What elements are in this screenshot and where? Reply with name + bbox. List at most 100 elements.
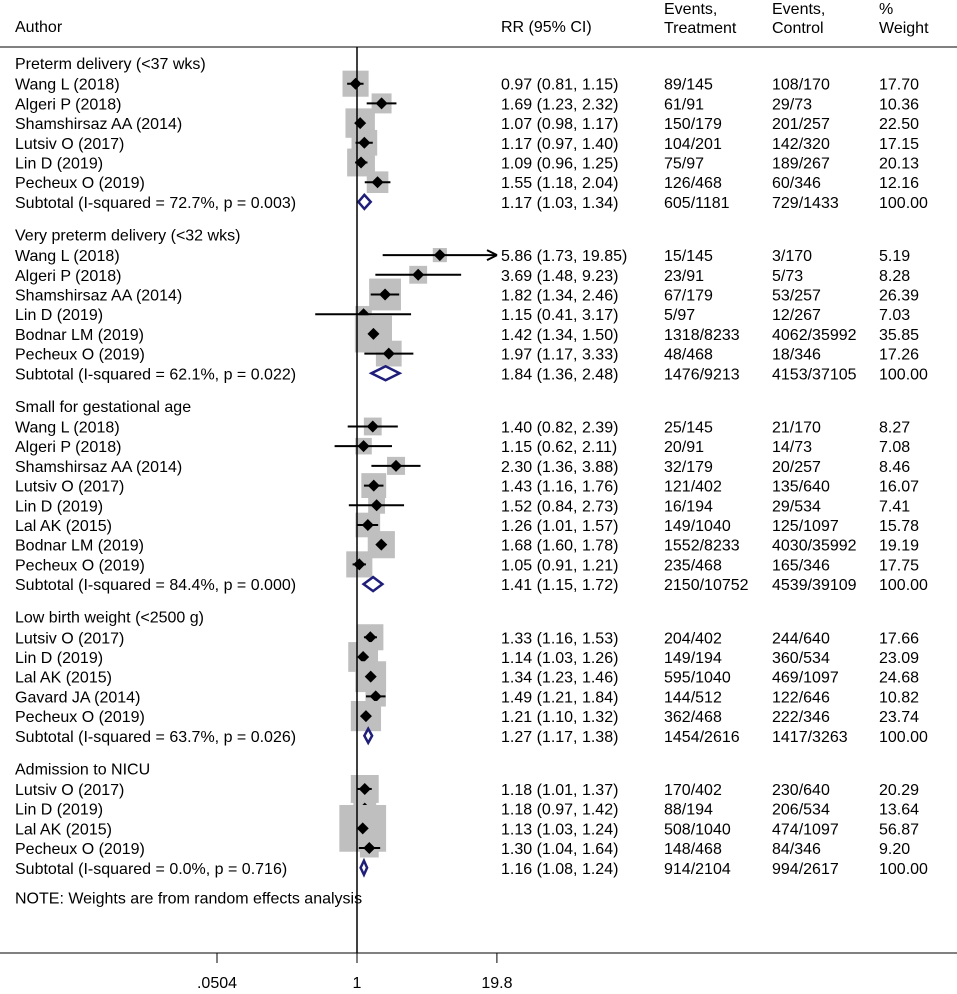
point-estimate (364, 631, 377, 644)
study-rr-ci: 1.40 (0.82, 2.39) (501, 419, 618, 436)
subtotal-events-treatment: 2150/10752 (664, 577, 749, 594)
point-estimate (361, 518, 374, 531)
header-events-treatment-line1: Events, (664, 1, 717, 18)
study-author: Pecheux O (2019) (15, 175, 145, 192)
subtotal-label: Subtotal (I-squared = 62.1%, p = 0.022) (15, 366, 296, 383)
subtotal-events-control: 994/2617 (772, 861, 839, 878)
study-author: Shamshirsaz AA (2014) (15, 287, 182, 304)
subtotal-diamond (368, 364, 403, 382)
point-estimate (363, 842, 376, 855)
study-author: Pecheux O (2019) (15, 709, 145, 726)
study-events-control: 20/257 (772, 459, 821, 476)
point-estimate (359, 710, 372, 723)
study-events-treatment: 23/91 (664, 268, 704, 285)
study-events-treatment: 61/91 (664, 96, 704, 113)
study-author: Wang L (2018) (15, 77, 120, 94)
study-events-control: 189/267 (772, 156, 830, 173)
study-events-treatment: 75/97 (664, 156, 704, 173)
subtotal-label: Subtotal (I-squared = 72.7%, p = 0.003) (15, 195, 296, 212)
study-events-control: 12/267 (772, 307, 821, 324)
header-weight-line1: % (879, 1, 893, 18)
study-events-control: 360/534 (772, 650, 830, 667)
study-rr-ci: 1.43 (1.16, 1.76) (501, 479, 618, 496)
study-rr-ci: 1.15 (0.62, 2.11) (501, 439, 617, 456)
study-author: Lin D (2019) (15, 802, 103, 819)
study-events-treatment: 5/97 (664, 307, 695, 324)
group-title: Admission to NICU (15, 761, 150, 778)
study-rr-ci: 1.68 (1.60, 1.78) (501, 538, 618, 555)
study-weight: 10.82 (879, 689, 919, 706)
study-weight: 7.03 (879, 307, 910, 324)
study-events-control: 108/170 (772, 77, 830, 94)
subtotal-rr-ci: 1.17 (1.03, 1.34) (501, 195, 618, 212)
study-weight: 22.50 (879, 116, 919, 133)
study-events-control: 222/346 (772, 709, 830, 726)
study-author: Lal AK (2015) (15, 670, 112, 687)
study-weight: 9.20 (879, 841, 910, 858)
study-rr-ci: 1.55 (1.18, 2.04) (501, 175, 618, 192)
x-tick-label: .0504 (197, 975, 237, 992)
study-rr-ci: 1.42 (1.34, 1.50) (501, 327, 618, 344)
ci-arrow (486, 249, 498, 261)
study-weight: 10.36 (879, 96, 919, 113)
group-title: Preterm delivery (<37 wks) (15, 56, 206, 73)
study-rr-ci: 1.07 (0.98, 1.17) (501, 116, 618, 133)
subtotal-rr-ci: 1.41 (1.15, 1.72) (501, 577, 618, 594)
footnote: NOTE: Weights are from random effects an… (15, 890, 362, 907)
study-weight: 12.16 (879, 175, 919, 192)
subtotal-events-treatment: 1454/2616 (664, 729, 740, 746)
study-author: Shamshirsaz AA (2014) (15, 459, 182, 476)
subtotal-rr-ci: 1.16 (1.08, 1.24) (501, 861, 618, 878)
subtotal-rr-ci: 1.84 (1.36, 2.48) (501, 366, 618, 383)
study-events-treatment: 149/1040 (664, 518, 731, 535)
study-author: Algeri P (2018) (15, 439, 121, 456)
study-weight: 20.13 (879, 156, 919, 173)
subtotal-events-control: 1417/3263 (772, 729, 848, 746)
study-weight: 23.09 (879, 650, 919, 667)
study-events-treatment: 144/512 (664, 689, 722, 706)
study-events-control: 135/640 (772, 479, 830, 496)
study-rr-ci: 1.69 (1.23, 2.32) (501, 96, 618, 113)
group-title: Small for gestational age (15, 399, 191, 416)
subtotal-diamond (361, 575, 385, 593)
study-events-control: 474/1097 (772, 821, 839, 838)
subtotal-label: Subtotal (I-squared = 63.7%, p = 0.026) (15, 729, 296, 746)
study-events-treatment: 595/1040 (664, 670, 731, 687)
study-events-control: 29/73 (772, 96, 812, 113)
study-events-treatment: 1318/8233 (664, 327, 740, 344)
study-rr-ci: 1.30 (1.04, 1.64) (501, 841, 618, 858)
study-weight: 20.29 (879, 782, 919, 799)
study-author: Bodnar LM (2019) (15, 538, 144, 555)
point-estimate (366, 420, 379, 433)
study-events-control: 5/73 (772, 268, 803, 285)
point-estimate (371, 176, 384, 189)
x-tick-label: 19.8 (481, 975, 512, 992)
study-weight: 26.39 (879, 287, 919, 304)
study-rr-ci: 1.49 (1.21, 1.84) (501, 689, 618, 706)
study-rr-ci: 1.97 (1.17, 3.33) (501, 347, 618, 364)
study-author: Wang L (2018) (15, 419, 120, 436)
study-events-control: 53/257 (772, 287, 821, 304)
study-rr-ci: 2.30 (1.36, 3.88) (501, 459, 618, 476)
study-events-control: 469/1097 (772, 670, 839, 687)
x-tick-label: 1 (353, 975, 362, 992)
study-author: Shamshirsaz AA (2014) (15, 116, 182, 133)
subtotal-label: Subtotal (I-squared = 0.0%, p = 0.716) (15, 861, 287, 878)
study-rr-ci: 1.34 (1.23, 1.46) (501, 670, 618, 687)
study-author: Lutsiv O (2017) (15, 479, 124, 496)
study-author: Lin D (2019) (15, 156, 103, 173)
point-estimate (358, 782, 371, 795)
study-rr-ci: 1.18 (0.97, 1.42) (501, 802, 618, 819)
study-events-control: 122/646 (772, 689, 830, 706)
point-estimate (370, 499, 383, 512)
study-weight: 17.26 (879, 347, 919, 364)
point-estimate (390, 459, 403, 472)
study-weight: 24.68 (879, 670, 919, 687)
study-events-control: 14/73 (772, 439, 812, 456)
study-events-treatment: 104/201 (664, 136, 722, 153)
study-events-control: 3/170 (772, 248, 812, 265)
subtotal-events-control: 4153/37105 (772, 366, 857, 383)
study-events-control: 4062/35992 (772, 327, 857, 344)
point-estimate (375, 538, 388, 551)
